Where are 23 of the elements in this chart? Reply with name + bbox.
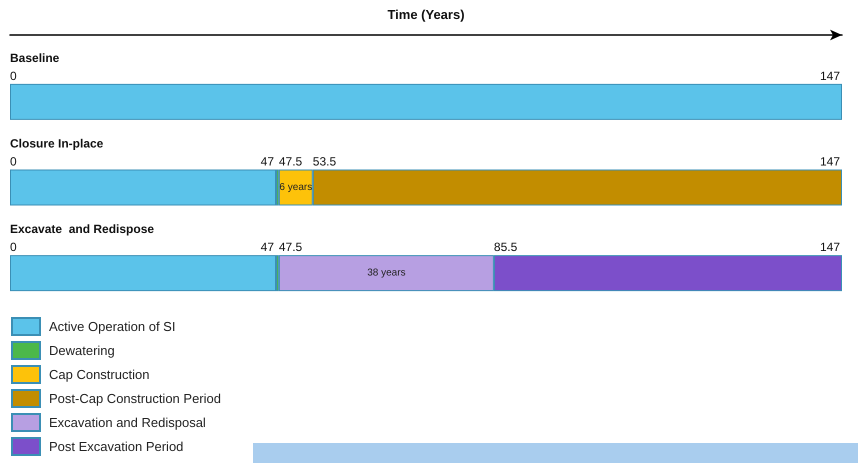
legend-label: Cap Construction <box>49 367 150 382</box>
annotation: 53.5 <box>312 154 336 168</box>
annotation: 47 <box>260 154 274 168</box>
x-axis-title: Time (Years) <box>387 7 465 22</box>
legend-label: Excavation and Redisposal <box>49 415 206 430</box>
annotation: 47 <box>260 240 274 254</box>
legend-label: Post-Cap Construction Period <box>49 391 221 406</box>
legend-label: Post Excavation Period <box>49 439 184 454</box>
annotation: 47.5 <box>278 240 303 254</box>
annotation: 147 <box>820 154 840 168</box>
annotation: 0 <box>10 68 17 83</box>
annotation: 0 <box>10 154 17 168</box>
legend-label: Active Operation of SI <box>49 319 176 334</box>
y-tick-label: Excavate and Redispose <box>10 222 154 236</box>
data-label: 38 years <box>367 268 406 279</box>
y-tick-label: Closure In-place <box>10 136 104 150</box>
y-tick-label: Baseline <box>10 50 60 65</box>
annotation: 0 <box>10 240 17 254</box>
annotation: 147 <box>820 240 840 254</box>
legend-label: Dewatering <box>49 343 115 358</box>
annotation: 47.5 <box>278 154 303 168</box>
annotation: 85.5 <box>494 240 518 254</box>
annotation: 147 <box>820 68 840 83</box>
